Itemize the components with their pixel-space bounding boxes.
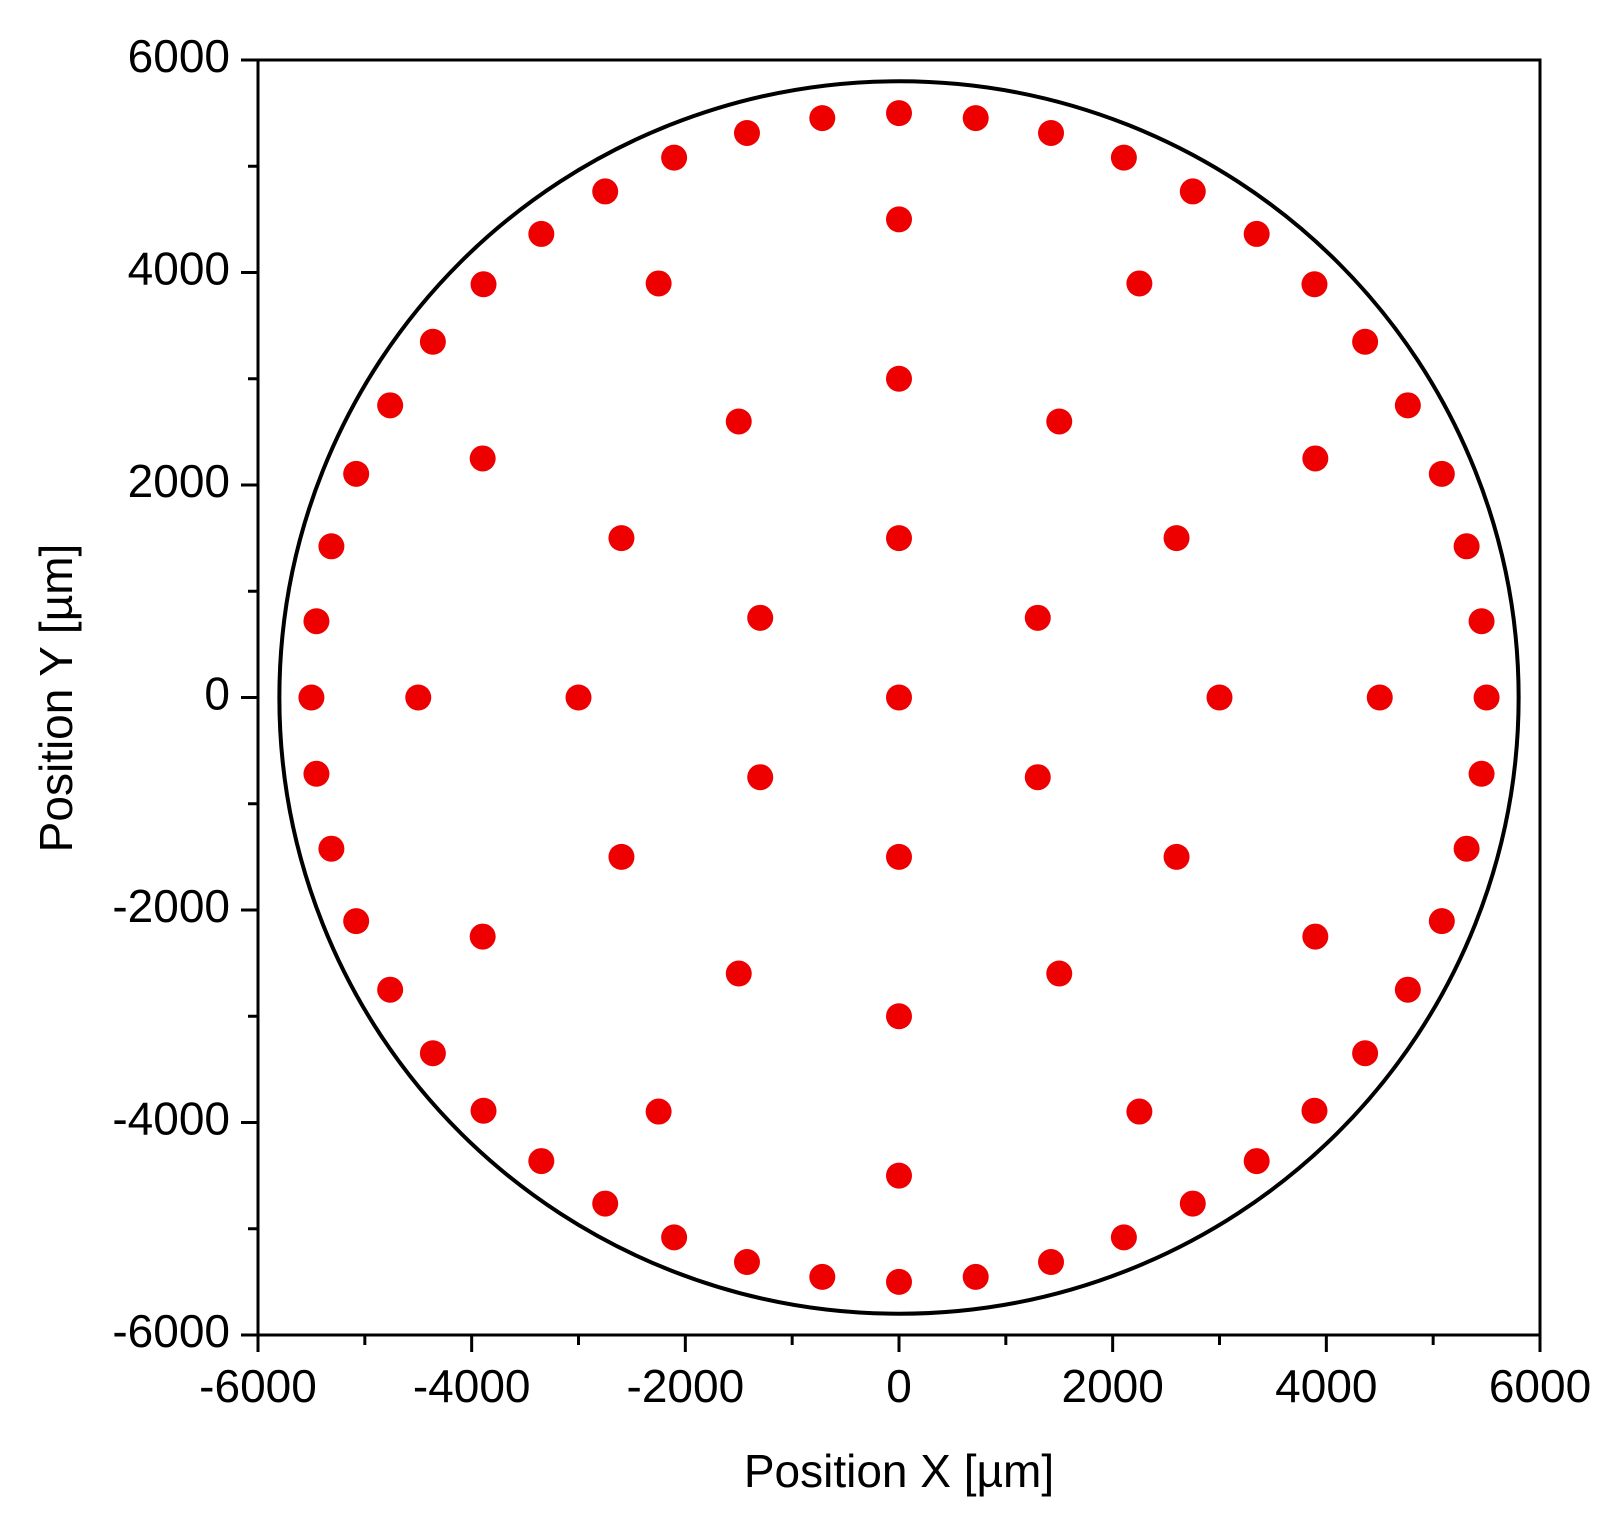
point — [1046, 960, 1073, 987]
point — [645, 1098, 672, 1125]
point — [303, 608, 330, 635]
point — [1394, 392, 1421, 419]
point — [886, 1003, 912, 1030]
point — [1163, 843, 1190, 870]
point — [469, 923, 496, 950]
y-tick-label: 4000 — [128, 243, 230, 295]
y-tick-label: 6000 — [128, 30, 230, 82]
point — [1352, 328, 1379, 355]
point — [725, 408, 752, 435]
point — [1468, 608, 1495, 635]
y-tick-label: -4000 — [112, 1093, 230, 1145]
point — [592, 178, 619, 205]
point — [608, 525, 635, 552]
point — [886, 525, 912, 552]
point — [809, 105, 836, 132]
point — [886, 1162, 912, 1189]
point — [733, 1249, 760, 1276]
point — [1163, 525, 1190, 552]
point — [1302, 923, 1329, 950]
point — [1243, 1148, 1270, 1175]
point — [298, 684, 325, 711]
point — [470, 271, 497, 298]
x-tick-label: -2000 — [627, 1360, 745, 1412]
x-tick-label: -4000 — [413, 1360, 531, 1412]
point — [470, 1097, 497, 1124]
point — [318, 533, 345, 560]
point — [1453, 533, 1480, 560]
point — [661, 144, 688, 171]
point — [1468, 760, 1495, 787]
point — [962, 1263, 989, 1290]
point — [1126, 270, 1153, 297]
point — [343, 460, 370, 487]
point — [1038, 119, 1065, 146]
point — [1046, 408, 1073, 435]
point — [1473, 684, 1500, 711]
point — [303, 760, 330, 787]
point — [1024, 604, 1051, 631]
point — [1352, 1040, 1379, 1067]
boundary-circle — [277, 79, 1521, 1316]
point — [809, 1263, 836, 1290]
x-axis-title: Position X [µm] — [744, 1445, 1054, 1497]
point — [565, 684, 592, 711]
point — [1206, 684, 1233, 711]
point — [1038, 1249, 1065, 1276]
x-tick-label: 6000 — [1489, 1360, 1591, 1412]
point — [886, 206, 912, 233]
point — [405, 684, 432, 711]
point — [1394, 976, 1421, 1003]
point — [1126, 1098, 1153, 1125]
point — [1453, 835, 1480, 862]
point — [1301, 1097, 1328, 1124]
point — [469, 445, 496, 472]
point — [343, 908, 370, 935]
point — [886, 684, 912, 711]
point — [1179, 1190, 1206, 1217]
point — [1428, 908, 1455, 935]
point — [886, 100, 912, 127]
x-tick-label: 2000 — [1061, 1360, 1163, 1412]
point — [377, 392, 404, 419]
point — [592, 1190, 619, 1217]
y-tick-label: 2000 — [128, 455, 230, 507]
point — [1110, 1224, 1137, 1251]
point — [608, 843, 635, 870]
point — [318, 835, 345, 862]
point — [886, 365, 912, 392]
point — [1302, 445, 1329, 472]
point — [733, 119, 760, 146]
point — [1024, 764, 1051, 791]
point — [725, 960, 752, 987]
x-tick-label: -6000 — [199, 1360, 317, 1412]
point — [377, 976, 404, 1003]
point — [886, 843, 912, 870]
point — [419, 328, 446, 355]
y-tick-label: -2000 — [112, 880, 230, 932]
point — [661, 1224, 688, 1251]
point — [1110, 144, 1137, 171]
point — [1179, 178, 1206, 205]
point — [645, 270, 672, 297]
point — [747, 764, 774, 791]
point — [747, 604, 774, 631]
y-tick-label: -6000 — [112, 1305, 230, 1357]
point — [1301, 271, 1328, 298]
point — [1243, 220, 1270, 247]
point — [1428, 460, 1455, 487]
y-axis-title: Position Y [µm] — [30, 544, 82, 853]
x-tick-label: 4000 — [1275, 1360, 1377, 1412]
point — [528, 1148, 555, 1175]
point — [419, 1040, 446, 1067]
point — [962, 105, 989, 132]
point — [1366, 684, 1393, 711]
x-tick-label: 0 — [886, 1360, 912, 1412]
point — [528, 220, 555, 247]
y-tick-label: 0 — [204, 668, 230, 720]
point — [886, 1268, 912, 1295]
